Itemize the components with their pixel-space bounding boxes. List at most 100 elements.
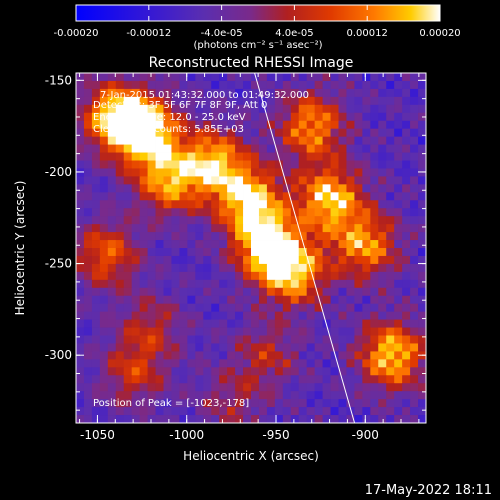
heatmap-cell	[266, 224, 276, 233]
heatmap-cell	[330, 240, 339, 249]
heatmap-cell	[386, 391, 395, 400]
heatmap-cell	[251, 184, 260, 193]
heatmap-cell	[235, 399, 244, 408]
heatmap-cell	[282, 192, 292, 201]
heatmap-cell	[91, 383, 101, 392]
heatmap-cell	[195, 391, 204, 400]
heatmap-cell	[410, 120, 419, 130]
heatmap-cell	[282, 287, 292, 297]
heatmap-cell	[346, 192, 355, 201]
heatmap-cell	[83, 200, 93, 209]
heatmap-cell	[131, 295, 141, 305]
heatmap-cell	[131, 271, 141, 281]
heatmap-cell	[179, 287, 188, 297]
heatmap-cell	[219, 255, 228, 265]
heatmap-cell	[346, 248, 355, 257]
heatmap-cell	[386, 104, 395, 114]
heatmap-cell	[219, 136, 228, 145]
heatmap-cell	[370, 192, 379, 201]
heatmap-cell	[139, 184, 148, 193]
heatmap-cell	[266, 343, 276, 352]
heatmap-cell	[338, 80, 347, 90]
heatmap-cell	[171, 271, 180, 281]
heatmap-cell	[330, 303, 339, 313]
heatmap-cell	[266, 407, 276, 416]
heatmap-cell	[115, 415, 125, 423]
heatmap-cell	[298, 216, 308, 225]
heatmap-cell	[227, 168, 236, 177]
heatmap-cell	[394, 208, 403, 217]
heatmap-cell	[235, 279, 244, 289]
colorbar-tick-label: -0.00020	[54, 28, 99, 39]
heatmap-cell	[362, 128, 371, 138]
heatmap-cell	[91, 136, 101, 145]
heatmap-cell	[354, 104, 363, 114]
heatmap-cell	[418, 255, 426, 265]
heatmap-cell	[171, 104, 180, 114]
heatmap-cell	[83, 240, 93, 249]
heatmap-cell	[330, 216, 339, 225]
heatmap-cell	[402, 184, 411, 193]
heatmap-cell	[99, 208, 109, 217]
heatmap-cell	[274, 192, 284, 201]
heatmap-cell	[370, 383, 379, 392]
heatmap-cell	[203, 391, 212, 400]
heatmap-cell	[131, 367, 141, 376]
heatmap-cell	[179, 232, 188, 241]
heatmap-cell	[362, 367, 371, 376]
heatmap-cell	[155, 216, 164, 225]
heatmap-cell	[266, 311, 276, 320]
heatmap-cell	[306, 224, 316, 233]
heatmap-cell	[155, 176, 164, 185]
heatmap-cell	[211, 335, 220, 344]
heatmap-cell	[282, 152, 292, 161]
heatmap-cell	[306, 73, 316, 82]
heatmap-cell	[211, 327, 220, 336]
heatmap-cell	[91, 327, 101, 336]
heatmap-cell	[99, 367, 109, 376]
heatmap-cell	[123, 399, 133, 408]
heatmap-cell	[330, 208, 339, 217]
heatmap-cell	[378, 311, 387, 320]
colorbar-tick-label: 0.00020	[419, 28, 460, 39]
heatmap-cell	[131, 303, 141, 313]
heatmap-cell	[282, 391, 292, 400]
heatmap-cell	[370, 271, 379, 281]
heatmap-cell	[155, 367, 164, 376]
heatmap-cell	[179, 399, 188, 408]
heatmap-cell	[418, 184, 426, 193]
heatmap-cell	[330, 104, 339, 114]
heatmap-cell	[330, 128, 339, 138]
heatmap-cell	[394, 255, 403, 265]
heatmap-cell	[227, 208, 236, 217]
heatmap-cell	[338, 248, 347, 257]
heatmap-cell	[76, 224, 85, 233]
heatmap-cell	[155, 232, 164, 241]
heatmap-cell	[322, 287, 331, 297]
heatmap-cell	[195, 168, 204, 177]
heatmap-cell	[378, 407, 387, 416]
heatmap-cell	[76, 128, 85, 138]
heatmap-cell	[258, 216, 268, 225]
heatmap-cell	[115, 335, 125, 344]
heatmap-cell	[147, 287, 156, 297]
heatmap-cell	[219, 359, 228, 368]
heatmap-cell	[282, 160, 292, 169]
heatmap-cell	[99, 168, 109, 177]
heatmap-cell	[179, 136, 188, 145]
heatmap-cell	[386, 327, 395, 336]
heatmap-cell	[99, 287, 109, 297]
heatmap-cell	[394, 367, 403, 376]
heatmap-cell	[115, 391, 125, 400]
heatmap-cell	[76, 160, 85, 169]
heatmap-cell	[362, 120, 371, 130]
heatmap-cell	[123, 287, 133, 297]
heatmap-cell	[394, 88, 403, 98]
heatmap-cell	[290, 184, 300, 193]
heatmap-cell	[354, 343, 363, 352]
heatmap-cell	[354, 319, 363, 328]
heatmap-cell	[171, 391, 180, 400]
heatmap-cell	[107, 327, 117, 336]
heatmap-cell	[314, 208, 323, 217]
heatmap-cell	[394, 415, 403, 423]
